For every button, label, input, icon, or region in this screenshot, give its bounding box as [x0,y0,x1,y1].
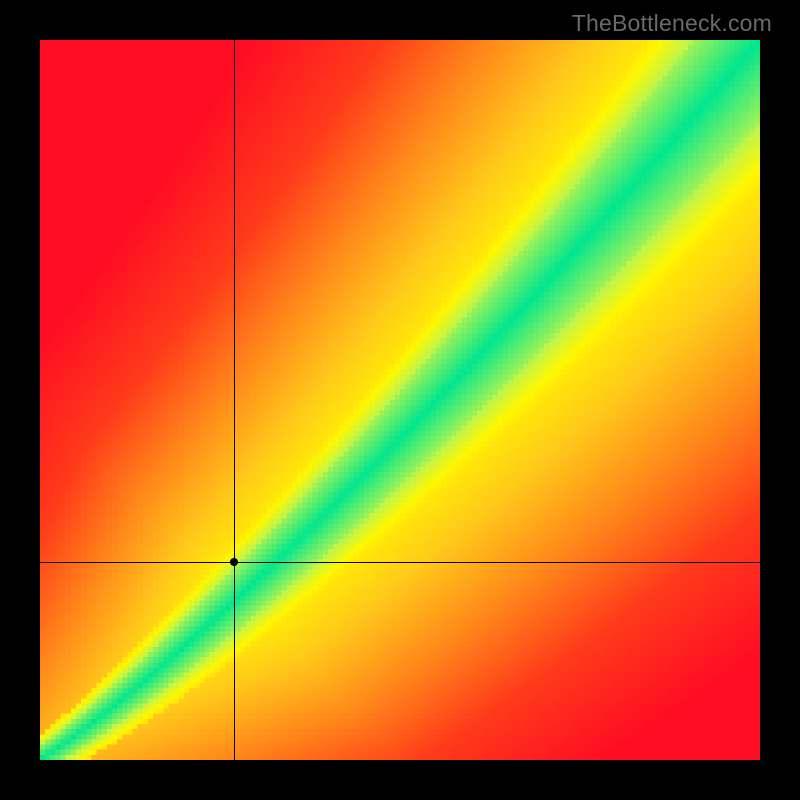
crosshair-horizontal [40,562,760,563]
chart-container: TheBottleneck.com [0,0,800,800]
heatmap-canvas [40,40,760,760]
plot-area [40,40,760,760]
marker-dot [230,558,238,566]
watermark-text: TheBottleneck.com [572,10,772,37]
crosshair-vertical [234,40,235,760]
